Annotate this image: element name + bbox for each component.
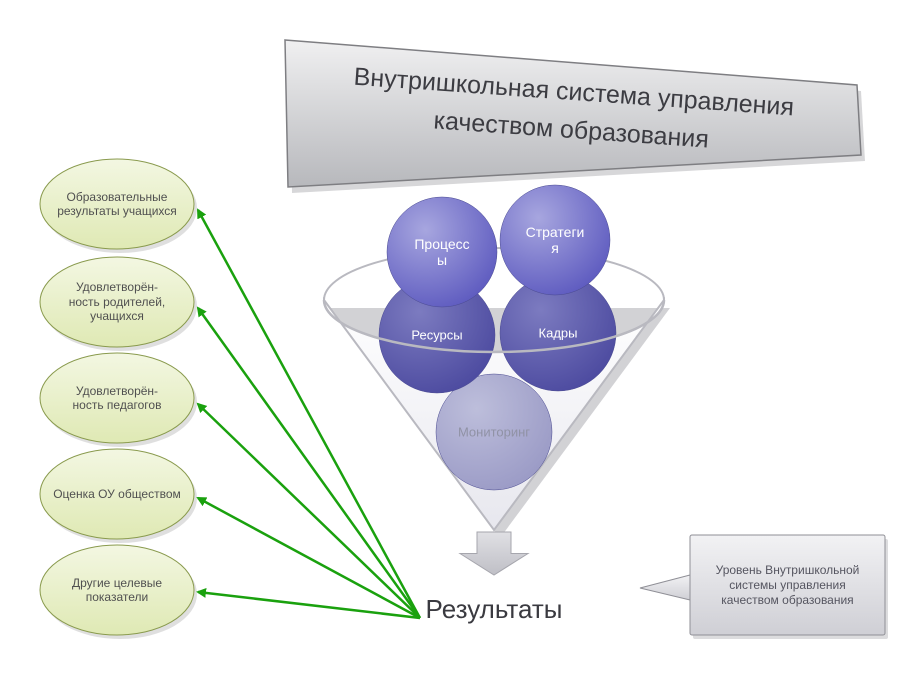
left-oval: Другие целевые показатели — [40, 545, 194, 635]
sphere-label: ы — [437, 252, 447, 268]
sphere-label: я — [551, 240, 559, 256]
result-label: Результаты — [426, 594, 563, 624]
left-oval: Образовательные результаты учащихся — [40, 159, 194, 249]
sphere-label: Мониторинг — [458, 425, 530, 440]
left-oval: Оценка ОУ обществом — [40, 449, 194, 539]
left-oval: Удовлетворён- ность родителей, учащихся — [40, 257, 194, 347]
sphere-label: Стратеги — [526, 224, 585, 240]
sphere-label: Кадры — [539, 326, 578, 341]
sphere-label: Процесс — [414, 236, 469, 252]
left-oval: Удовлетворён- ность педагогов — [40, 353, 194, 443]
side-callout: Уровень Внутришкольной системы управлени… — [690, 535, 885, 635]
sphere-label: Ресурсы — [411, 328, 462, 343]
